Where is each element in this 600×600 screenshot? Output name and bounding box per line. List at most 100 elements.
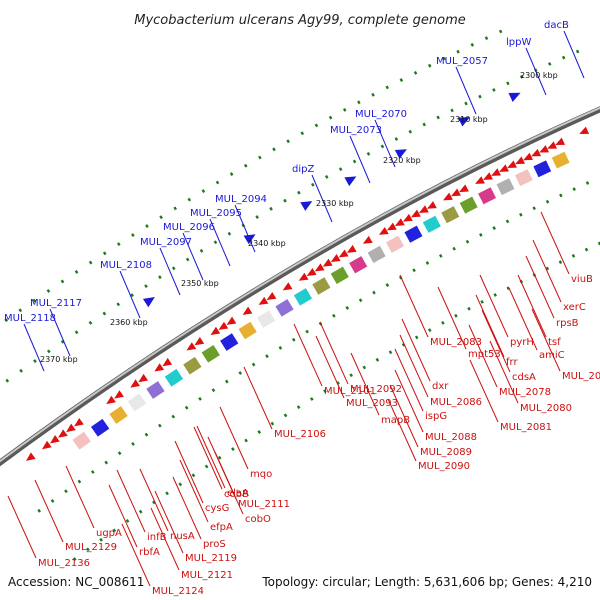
forward-gene-label: MUL_2094 xyxy=(215,194,267,205)
reverse-gene-arrow xyxy=(473,176,485,187)
reverse-gene-label: ispG xyxy=(425,411,447,422)
track-dot xyxy=(422,123,426,127)
reverse-gene-label: MUL_2093 xyxy=(346,398,398,409)
forward-gene-label: MUL_2118 xyxy=(4,313,56,324)
track-dot xyxy=(47,349,51,353)
track-dot xyxy=(185,406,189,410)
track-dot xyxy=(283,199,287,203)
track-dot xyxy=(412,268,416,272)
kbp-tick-label: 2320 kbp xyxy=(383,156,421,165)
track-dot xyxy=(395,137,399,141)
track-dot xyxy=(454,314,458,318)
track-dot xyxy=(546,200,549,204)
reverse-gene-arrow xyxy=(104,396,116,408)
reverse-gene-arrow xyxy=(441,193,453,204)
track-dot xyxy=(228,232,232,236)
forward-label-leader xyxy=(120,271,140,318)
track-dot xyxy=(506,81,509,85)
gene-block xyxy=(552,152,570,169)
gene-block xyxy=(515,169,533,186)
track-dot xyxy=(586,181,589,185)
reverse-label-leader xyxy=(294,324,322,386)
track-dot xyxy=(562,56,565,60)
reverse-gene-label: MUL_2083 xyxy=(430,337,482,348)
track-dot xyxy=(64,489,68,493)
track-dot xyxy=(478,95,481,99)
gene-block xyxy=(146,381,164,399)
gene-block xyxy=(497,178,515,195)
track-dot xyxy=(37,509,41,513)
track-dot xyxy=(131,233,135,237)
track-dot xyxy=(456,50,459,54)
track-dot xyxy=(61,279,65,283)
reverse-gene-arrow xyxy=(208,327,220,339)
kbp-tick-label: 2330 kbp xyxy=(316,199,354,208)
track-dot xyxy=(230,172,234,176)
track-dot xyxy=(559,260,562,264)
track-dot xyxy=(480,300,484,304)
reverse-gene-label: MUL_2080 xyxy=(520,403,572,414)
reverse-gene-label: ugpA xyxy=(96,528,122,539)
forward-gene-label: MUL_2108 xyxy=(100,260,152,271)
track-dot xyxy=(5,379,9,383)
gene-block xyxy=(202,345,220,363)
reverse-gene-arrow xyxy=(128,379,140,391)
reverse-gene-label: MUL_2086 xyxy=(430,397,482,408)
track-dot xyxy=(186,258,190,262)
track-dot xyxy=(428,64,431,68)
reverse-gene-label: MUL_2078 xyxy=(499,387,551,398)
track-dot xyxy=(51,499,55,503)
track-dot xyxy=(332,314,336,318)
track-dot xyxy=(103,251,107,255)
track-dot xyxy=(311,183,315,187)
forward-gene-label: dipZ xyxy=(292,164,314,175)
track-dot xyxy=(452,247,456,251)
accession-text: Accession: NC_008611 xyxy=(8,575,144,589)
forward-gene-label: MUL_2070 xyxy=(355,109,407,120)
forward-gene-label: MUL_2117 xyxy=(30,298,82,309)
reverse-label-leader xyxy=(173,477,201,539)
reverse-gene-label: pyrH xyxy=(510,337,534,348)
gene-block xyxy=(275,299,293,317)
reverse-gene-arrow xyxy=(361,236,373,247)
track-dot xyxy=(343,108,347,112)
reverse-gene-arrow xyxy=(152,363,164,375)
reverse-gene-label: MUL_2124 xyxy=(152,586,204,597)
track-dot xyxy=(158,275,162,279)
reverse-gene-arrow xyxy=(297,273,309,284)
reverse-gene-arrow xyxy=(578,127,589,138)
reverse-gene-arrow xyxy=(257,297,269,309)
track-dot xyxy=(466,240,470,244)
reverse-gene-label: MUL_2106 xyxy=(274,429,326,440)
track-dot xyxy=(91,470,95,474)
gene-block xyxy=(165,369,183,387)
track-dot xyxy=(426,261,430,265)
gene-block xyxy=(460,197,478,214)
kbp-tick-label: 2300 kbp xyxy=(520,71,558,80)
gene-block xyxy=(404,226,422,243)
track-dot xyxy=(297,191,301,195)
track-dot xyxy=(252,363,256,367)
reverse-gene-arrow xyxy=(281,282,293,293)
track-dot xyxy=(231,447,235,451)
reverse-gene-label: MUL_2089 xyxy=(420,447,472,458)
track-dot xyxy=(493,293,497,297)
forward-gene-label: MUL_2097 xyxy=(140,237,192,248)
track-dot xyxy=(244,164,248,168)
track-dot xyxy=(178,482,182,486)
track-dot xyxy=(492,88,495,92)
track-dot xyxy=(492,226,495,230)
track-dot xyxy=(238,371,242,375)
reverse-label-leader xyxy=(402,319,430,381)
reverse-gene-label: mapB xyxy=(381,415,410,426)
track-dot xyxy=(216,181,220,185)
track-dot xyxy=(205,465,209,469)
track-dot xyxy=(271,422,275,426)
track-dot xyxy=(585,248,588,252)
forward-label-leader xyxy=(160,248,180,295)
track-dot xyxy=(359,298,363,302)
track-dot xyxy=(202,189,206,193)
reverse-gene-label: mqo xyxy=(250,469,272,480)
